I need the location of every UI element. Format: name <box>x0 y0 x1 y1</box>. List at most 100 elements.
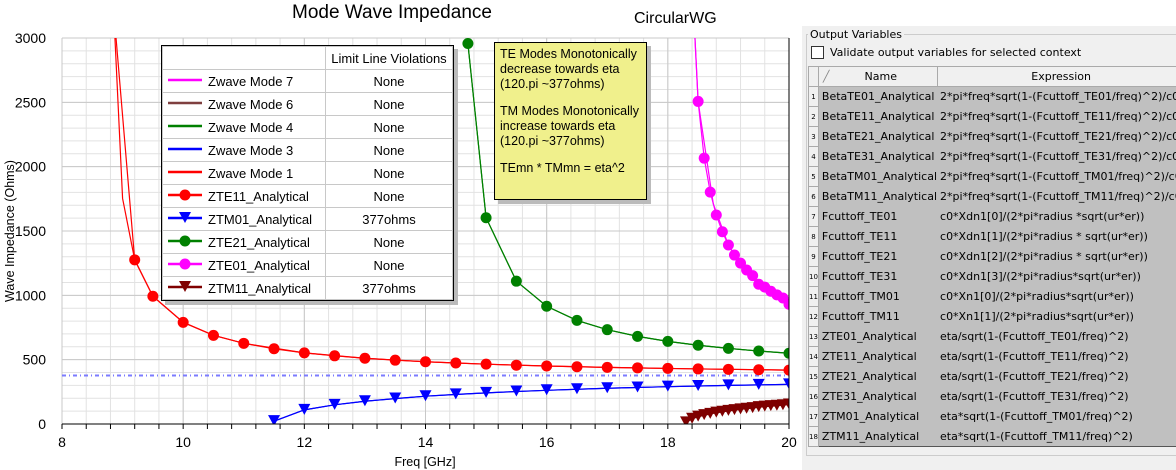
data-point <box>480 212 492 224</box>
row-number[interactable]: 5 <box>808 166 819 187</box>
variable-name[interactable]: ZTE31_Analytical <box>818 386 938 407</box>
axes: 8 10 12 14 16 18 20 0 500 1000 1500 2000 2500 3000 <box>15 30 797 450</box>
variable-expression[interactable]: c0*Xdn1[1]/(2*pi*radius * sqrt(ur*er)) <box>937 226 1176 247</box>
row-number[interactable]: 8 <box>808 226 819 247</box>
variable-name[interactable]: BetaTE21_Analytical <box>818 126 938 147</box>
variable-expression[interactable]: 2*pi*freq*sqrt(1-(Fcuttoff_TE31/freq)^2)… <box>937 146 1176 167</box>
variable-name[interactable]: Fcuttoff_TE01 <box>818 206 938 227</box>
legend-series-name: Zwave Mode 4 <box>208 115 326 139</box>
legend-violation: 377ohms <box>325 207 453 231</box>
variable-expression[interactable]: 2*pi*freq*sqrt(1-(Fcuttoff_TE21/freq)^2)… <box>937 126 1176 147</box>
y-tick-label: 2000 <box>15 159 46 175</box>
data-point <box>419 390 432 402</box>
variable-name[interactable]: Fcuttoff_TM01 <box>818 286 938 307</box>
variable-expression[interactable]: 2*pi*freq*sqrt(1-(Fcuttoff_TE01/freq)^2)… <box>937 86 1176 107</box>
row-number[interactable]: 12 <box>808 306 819 327</box>
variable-expression[interactable]: 2*pi*freq*sqrt(1-(Fcuttoff_TE11/freq)^2)… <box>937 106 1176 127</box>
variable-expression[interactable]: eta*sqrt(1-(Fcuttoff_TM01/freq)^2) <box>937 406 1176 427</box>
variable-row[interactable]: 14 ZTE11_Analytical eta/sqrt(1-(Fcuttoff_T… <box>808 346 1176 367</box>
column-header-expression[interactable]: Expression <box>936 66 1176 87</box>
data-point <box>177 316 189 328</box>
row-number[interactable]: 17 <box>808 406 819 427</box>
variable-row[interactable]: 10 Fcuttoff_TE31 c0*Xdn1[3]/(2*pi*radius*s… <box>808 266 1176 287</box>
data-point <box>450 357 462 369</box>
variable-expression[interactable]: eta*sqrt(1-(Fcuttoff_TM11/freq)^2) <box>937 426 1176 447</box>
validate-checkbox[interactable]: Validate output variables for selected c… <box>811 46 1081 59</box>
row-number[interactable]: 16 <box>808 386 819 407</box>
legend-series-name: ZTE21_Analytical <box>208 230 326 254</box>
variable-expression[interactable]: 2*pi*freq*sqrt(1-(Fcuttoff_TM11/freq)^2)… <box>937 186 1176 207</box>
variable-expression[interactable]: c0*Xn1[0]/(2*pi*radius*sqrt(ur*er)) <box>937 286 1176 307</box>
data-point <box>540 384 553 396</box>
variable-row[interactable]: 5 BetaTM01_Analytical 2*pi*freq*sqrt(1-(Fc… <box>808 166 1176 187</box>
variable-expression[interactable]: eta/sqrt(1-(Fcuttoff_TE11/freq)^2) <box>937 346 1176 367</box>
legend-series-name: ZTM01_Analytical <box>208 207 326 231</box>
variable-name[interactable]: ZTE21_Analytical <box>818 366 938 387</box>
variable-row[interactable]: 1 BetaTE01_Analytical 2*pi*freq*sqrt(1-(Fc… <box>808 86 1176 107</box>
data-point <box>692 380 705 392</box>
variable-expression[interactable]: c0*Xdn1[3]/(2*pi*radius*sqrt(ur*er)) <box>937 266 1176 287</box>
row-number[interactable]: 10 <box>808 266 819 287</box>
variable-name[interactable]: Fcuttoff_TM11 <box>818 306 938 327</box>
variable-expression[interactable]: eta/sqrt(1-(Fcuttoff_TE21/freq)^2) <box>937 366 1176 387</box>
row-number[interactable]: 13 <box>808 326 819 347</box>
variable-name[interactable]: ZTE11_Analytical <box>818 346 938 367</box>
variable-row[interactable]: 9 Fcuttoff_TE21 c0*Xdn1[2]/(2*pi*radius * … <box>808 246 1176 267</box>
variable-name[interactable]: Fcuttoff_TE21 <box>818 246 938 267</box>
x-axis-label: Freq [GHz] <box>394 455 455 469</box>
data-point <box>747 270 759 282</box>
variable-row[interactable]: 7 Fcuttoff_TE01 c0*Xdn1[0]/(2*pi*radius *s… <box>808 206 1176 227</box>
variable-row[interactable]: 6 BetaTM11_Analytical 2*pi*freq*sqrt(1-(Fc… <box>808 186 1176 207</box>
row-number[interactable]: 1 <box>808 86 819 107</box>
variable-row[interactable]: 13 ZTE01_Analytical eta/sqrt(1-(Fcuttoff_T… <box>808 326 1176 347</box>
legend: Limit Line Violations Zwave Mode 7 None Zw… <box>161 45 454 301</box>
variable-expression[interactable]: c0*Xn1[1]/(2*pi*radius*sqrt(ur*er)) <box>937 306 1176 327</box>
legend-swatch-icon <box>168 211 202 223</box>
variable-row[interactable]: 2 BetaTE11_Analytical 2*pi*freq*sqrt(1-(Fc… <box>808 106 1176 127</box>
row-number[interactable]: 2 <box>808 106 819 127</box>
row-number[interactable]: 6 <box>808 186 819 207</box>
row-number[interactable]: 15 <box>808 366 819 387</box>
row-number[interactable]: 18 <box>808 426 819 447</box>
variable-expression[interactable]: eta/sqrt(1-(Fcuttoff_TE31/freq)^2) <box>937 386 1176 407</box>
variable-row[interactable]: 17 ZTM01_Analytical eta*sqrt(1-(Fcuttoff_T… <box>808 406 1176 427</box>
variable-row[interactable]: 8 Fcuttoff_TE11 c0*Xdn1[1]/(2*pi*radius * … <box>808 226 1176 247</box>
variable-expression[interactable]: c0*Xdn1[0]/(2*pi*radius *sqrt(ur*er)) <box>937 206 1176 227</box>
row-number[interactable]: 9 <box>808 246 819 267</box>
variable-row[interactable]: 4 BetaTE31_Analytical 2*pi*freq*sqrt(1-(Fc… <box>808 146 1176 167</box>
variable-name[interactable]: BetaTM11_Analytical <box>818 186 938 207</box>
variable-name[interactable]: ZTM11_Analytical <box>818 426 938 447</box>
row-number[interactable]: 7 <box>808 206 819 227</box>
data-point <box>298 403 311 415</box>
group-label: Output Variables <box>808 28 904 41</box>
variable-name[interactable]: ZTM01_Analytical <box>818 406 938 427</box>
variable-expression[interactable]: 2*pi*freq*sqrt(1-(Fcuttoff_TM01/freq)^2)… <box>937 166 1176 187</box>
variable-row[interactable]: 3 BetaTE21_Analytical 2*pi*freq*sqrt(1-(Fc… <box>808 126 1176 147</box>
variable-row[interactable]: 18 ZTM11_Analytical eta*sqrt(1-(Fcuttoff_T… <box>808 426 1176 447</box>
row-number[interactable]: 14 <box>808 346 819 367</box>
variable-expression[interactable]: eta/sqrt(1-(Fcuttoff_TE01/freq)^2) <box>937 326 1176 347</box>
data-point <box>268 343 280 355</box>
variable-name[interactable]: BetaTE31_Analytical <box>818 146 938 167</box>
checkbox-box[interactable] <box>811 46 824 59</box>
variable-row[interactable]: 15 ZTE21_Analytical eta/sqrt(1-(Fcuttoff_T… <box>808 366 1176 387</box>
variable-expression[interactable]: c0*Xdn1[2]/(2*pi*radius * sqrt(ur*er)) <box>937 246 1176 267</box>
variable-row[interactable]: 12 Fcuttoff_TM11 c0*Xn1[1]/(2*pi*radius*sq… <box>808 306 1176 327</box>
row-number[interactable]: 4 <box>808 146 819 167</box>
column-header-name[interactable]: ╱ Name <box>817 66 938 87</box>
variable-name[interactable]: BetaTE11_Analytical <box>818 106 938 127</box>
variable-row[interactable]: 11 Fcuttoff_TM01 c0*Xn1[0]/(2*pi*radius*sq… <box>808 286 1176 307</box>
row-number[interactable]: 11 <box>808 286 819 307</box>
variable-name[interactable]: Fcuttoff_TE11 <box>818 226 938 247</box>
legend-violation: None <box>325 184 453 208</box>
variable-name[interactable]: BetaTE01_Analytical <box>818 86 938 107</box>
variable-name[interactable]: ZTE01_Analytical <box>818 326 938 347</box>
row-number[interactable]: 3 <box>808 126 819 147</box>
variable-name[interactable]: Fcuttoff_TE31 <box>818 266 938 287</box>
legend-series-name: Zwave Mode 6 <box>208 92 326 116</box>
variable-row[interactable]: 16 ZTE31_Analytical eta/sqrt(1-(Fcuttoff_T… <box>808 386 1176 407</box>
annotation-tm: TM Modes Monotonically increase towards … <box>500 104 639 148</box>
legend-series-name: Zwave Mode 1 <box>208 161 326 185</box>
variable-name[interactable]: BetaTM01_Analytical <box>818 166 938 187</box>
legend-violation: None <box>325 92 453 116</box>
